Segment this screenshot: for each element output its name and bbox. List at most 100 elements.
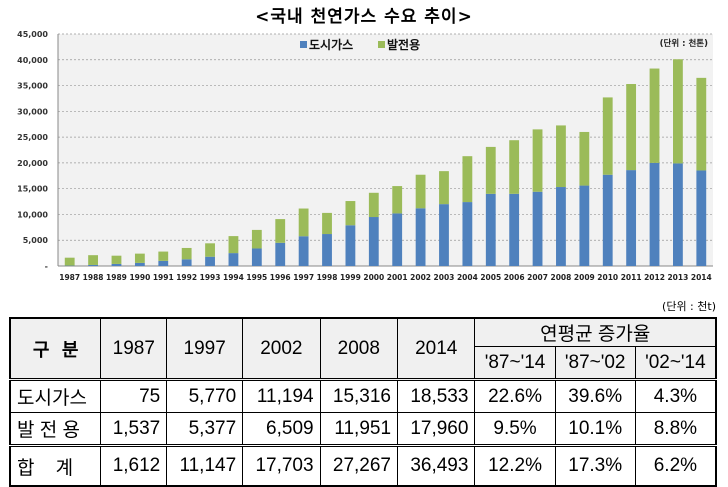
bar-city-gas (299, 236, 309, 266)
legend-swatch (378, 41, 385, 48)
x-tick-label: 2003 (434, 273, 455, 282)
cell: 12.2% (475, 446, 555, 487)
x-tick-label: 1989 (106, 273, 127, 282)
bar-power (486, 147, 496, 194)
bar-city-gas (696, 170, 706, 266)
legend-label: 도시가스 (309, 37, 353, 52)
x-tick-label: 2013 (667, 273, 688, 282)
legend-swatch (300, 41, 307, 48)
cell: 6,509 (243, 413, 320, 446)
y-tick-label: 45,000 (17, 30, 48, 39)
bar-city-gas (275, 243, 285, 266)
bar-city-gas (439, 204, 449, 266)
bar-city-gas (416, 208, 426, 266)
cell: 11,951 (320, 413, 397, 446)
bar-power (673, 59, 683, 163)
bar-power (696, 78, 706, 171)
header-period: '87~'14 (475, 347, 555, 380)
header-year: 2008 (320, 318, 397, 380)
bar-city-gas (252, 248, 262, 266)
cell: 11,194 (243, 380, 320, 413)
x-tick-label: 1995 (246, 273, 267, 282)
bar-power (88, 255, 98, 265)
bar-city-gas (158, 261, 168, 266)
bar-city-gas (626, 170, 636, 266)
cell: 36,493 (398, 446, 475, 487)
x-tick-label: 1994 (223, 273, 244, 282)
bar-city-gas (650, 163, 660, 266)
cell: 1,612 (101, 446, 167, 487)
cell: 5,770 (167, 380, 243, 413)
header-year: 1997 (167, 318, 243, 380)
bar-power (158, 252, 168, 261)
x-tick-label: 2009 (574, 273, 595, 282)
x-tick-label: 2002 (410, 273, 431, 282)
header-period: '02~'14 (635, 347, 716, 380)
bar-power (650, 69, 660, 163)
bar-city-gas (673, 163, 683, 266)
bar-power (416, 175, 426, 209)
y-tick-label: 15,000 (17, 185, 48, 194)
y-tick-label: 20,000 (17, 159, 48, 168)
table-row: 발 전 용 1,537 5,377 6,509 11,951 17,960 9.… (10, 413, 716, 446)
x-tick-label: 2000 (363, 273, 384, 282)
y-tick-label: 10,000 (17, 210, 48, 219)
bar-power (182, 248, 192, 259)
bar-city-gas (579, 186, 589, 266)
chart-unit-label: (단위 : 천톤) (660, 38, 708, 49)
x-tick-label: 1996 (270, 273, 291, 282)
bar-city-gas (462, 202, 472, 266)
header-category: 구 분 (10, 318, 101, 380)
y-tick-label: 40,000 (17, 56, 48, 65)
bar-power (603, 97, 613, 174)
cell: 17,703 (243, 446, 320, 487)
x-tick-label: 1993 (200, 273, 221, 282)
bar-power (439, 171, 449, 204)
bar-city-gas (205, 257, 215, 266)
cell: 9.5% (475, 413, 555, 446)
cell: 39.6% (555, 380, 635, 413)
plot-area (58, 34, 713, 266)
x-tick-label: 1988 (83, 273, 104, 282)
bar-city-gas (556, 187, 566, 266)
x-tick-label: 2008 (551, 273, 572, 282)
header-year: 2014 (398, 318, 475, 380)
bar-city-gas (229, 253, 239, 266)
bar-power (392, 186, 402, 213)
y-tick-label: 25,000 (17, 133, 48, 142)
cell: 18,533 (398, 380, 475, 413)
header-period: '87~'02 (555, 347, 635, 380)
x-tick-label: 2006 (504, 273, 525, 282)
bar-city-gas (88, 265, 98, 266)
bar-city-gas (322, 234, 332, 266)
x-tick-label: 2010 (597, 273, 618, 282)
x-tick-label: 1991 (153, 273, 174, 282)
bar-city-gas (345, 225, 355, 266)
x-tick-label: 1999 (340, 273, 361, 282)
cell: 17,960 (398, 413, 475, 446)
bar-city-gas (112, 264, 122, 266)
x-tick-label: 2012 (644, 273, 665, 282)
header-year: 1987 (101, 318, 167, 380)
x-tick-label: 1992 (176, 273, 197, 282)
bar-power (579, 132, 589, 186)
x-tick-label: 2011 (621, 273, 642, 282)
bar-power (369, 193, 379, 217)
bar-power (135, 254, 145, 263)
bar-city-gas (182, 259, 192, 266)
cell: 8.8% (635, 413, 716, 446)
y-tick-label: 5,000 (23, 236, 49, 245)
bar-city-gas (509, 194, 519, 266)
bar-power (252, 230, 262, 249)
bar-power (275, 219, 285, 243)
cell: 1,537 (101, 413, 167, 446)
header-year: 2002 (243, 318, 320, 380)
bar-city-gas (486, 194, 496, 266)
y-tick-label: - (45, 262, 48, 271)
bar-power (509, 140, 519, 194)
bar-city-gas (369, 217, 379, 266)
x-tick-label: 2004 (457, 273, 478, 282)
bar-power (205, 243, 215, 256)
y-tick-label: 35,000 (17, 82, 48, 91)
header-growth: 연평균 증가율 (475, 318, 716, 347)
